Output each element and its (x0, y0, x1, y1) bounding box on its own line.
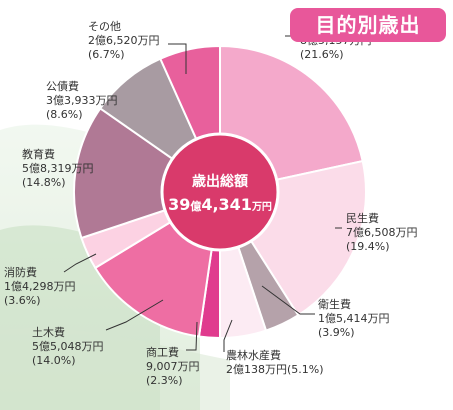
slice-label-6: 消防費 1億4,298万円(3.6%) (4, 265, 76, 307)
slice-label-7: 教育費 5億8,319万円(14.8%) (22, 147, 94, 189)
leader-line-4 (186, 321, 198, 351)
slice-label-2: 衛生費 1億5,414万円(3.9%) (318, 297, 390, 339)
leader-line-5 (105, 299, 164, 331)
leader-line-3 (223, 319, 233, 352)
pie-slice-7 (73, 107, 223, 240)
slice-label-4: 商工費 9,007万円(2.3%) (146, 345, 200, 387)
slice-label-9: その他 2億6,520万円(6.7%) (88, 20, 160, 61)
leader-line-6 (63, 253, 97, 273)
slice-label-8: 公債費 3億3,933万円(8.6%) (46, 79, 118, 121)
center-line1: 歳出総額 (192, 173, 248, 190)
slice-label-3: 農林水産費 2億138万円(5.1%) (226, 348, 324, 376)
slice-label-1: 民生費 7億6,508万円(19.4%) (346, 211, 418, 253)
leader-line-2 (261, 285, 315, 315)
slice-label-5: 土木費 5億5,048万円(14.0%) (32, 325, 104, 367)
center-circle (160, 132, 280, 252)
leader-line-9 (168, 43, 187, 74)
chart-title: 目的別歳出 (290, 8, 446, 42)
center-total: 39億4,341万円 (168, 195, 272, 214)
